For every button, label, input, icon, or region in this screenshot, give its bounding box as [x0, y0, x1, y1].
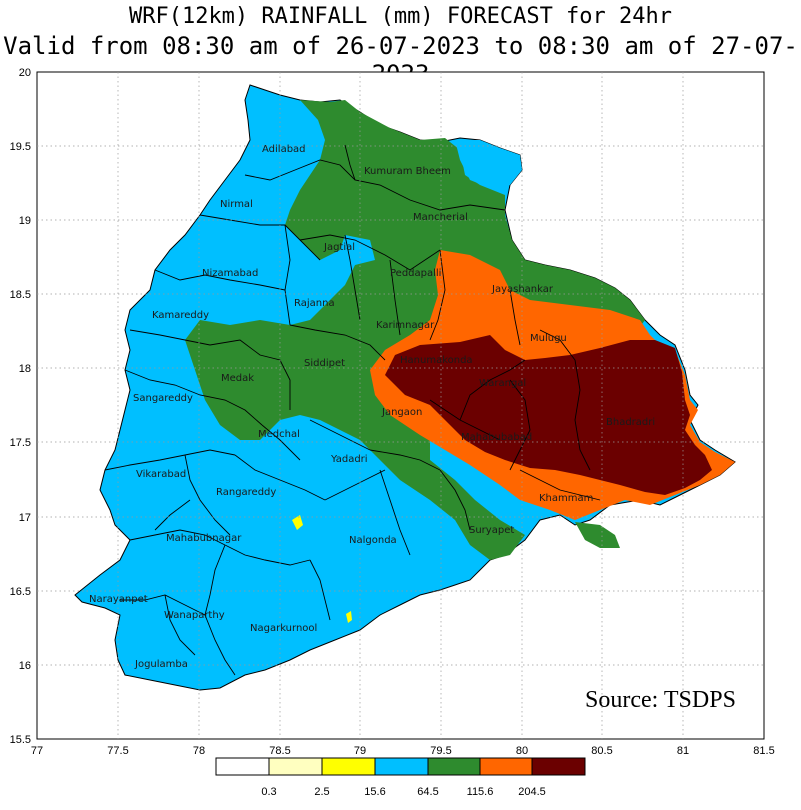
legend-threshold: 204.5	[518, 786, 546, 798]
x-tick: 77.5	[107, 745, 128, 757]
district-label: Karimnagar	[376, 320, 435, 331]
legend-swatch	[268, 757, 323, 776]
legend-swatch	[321, 757, 376, 776]
district-label: Suryapet	[469, 525, 514, 536]
x-tick: 81.5	[753, 745, 774, 757]
y-tick: 18.5	[10, 289, 31, 301]
legend-threshold: 115.6	[467, 786, 494, 798]
district-label: Hanumakonda	[400, 355, 473, 366]
grid-lines	[37, 72, 764, 739]
x-tick: 78	[193, 745, 205, 757]
map-subtitle: Valid from 08:30 am of 26-07-2023 to 08:…	[3, 32, 798, 88]
x-tick: 79	[354, 745, 366, 757]
x-tick: 77	[31, 745, 43, 757]
district-label: Kamareddy	[152, 310, 209, 321]
color-legend: 0.3 2.5 15.6 64.5 115.6 204.5	[215, 757, 586, 798]
district-label: Rajanna	[294, 298, 335, 309]
legend-threshold: 15.6	[364, 786, 385, 798]
rain-spot-yellow-2	[346, 611, 352, 623]
district-label: Yadadri	[330, 454, 368, 465]
y-tick: 16	[19, 660, 31, 672]
district-label: Jagtial	[323, 242, 355, 253]
rain-zone-green	[185, 100, 645, 560]
y-tick: 19	[19, 215, 31, 227]
district-label: Nizamabad	[202, 268, 258, 279]
source-credit: Source: TSDPS	[585, 687, 736, 713]
district-label: Warangal	[479, 378, 526, 389]
district-label: Adilabad	[262, 144, 306, 155]
district-label: Medak	[221, 373, 254, 384]
x-tick: 78.5	[269, 745, 290, 757]
district-label: Nalgonda	[349, 535, 397, 546]
district-label: Mancherial	[413, 212, 468, 223]
y-tick: 17	[19, 512, 31, 524]
legend-swatch	[374, 757, 429, 776]
district-label: Jayashankar	[491, 284, 554, 295]
district-labels: Adilabad Kumuram Bheem Nirmal Mancherial…	[89, 144, 655, 670]
y-tick: 16.5	[10, 586, 31, 598]
district-label: Jogulamba	[134, 659, 188, 670]
y-tick: 20	[19, 67, 31, 79]
district-label: Sangareddy	[133, 393, 193, 404]
x-tick: 80	[516, 745, 528, 757]
legend-threshold: 64.5	[417, 786, 438, 798]
district-label: Rangareddy	[216, 487, 276, 498]
district-label: Peddapalli	[390, 268, 441, 279]
y-tick: 19.5	[10, 141, 31, 153]
rain-spot-yellow-1	[292, 515, 303, 530]
y-tick: 15.5	[10, 734, 31, 746]
x-tick: 80.5	[591, 745, 612, 757]
map-title: WRF(12km) RAINFALL (mm) FORECAST for 24h…	[128, 4, 673, 29]
rain-zone-green-small	[575, 522, 620, 548]
legend-swatch	[427, 757, 481, 776]
district-label: Medchal	[258, 429, 300, 440]
y-axis-ticks: 20 19.5 19 18.5 18 17.5 17 16.5 16 15.5	[10, 67, 31, 746]
legend-threshold: 0.3	[261, 786, 276, 798]
legend-swatch	[479, 757, 533, 776]
district-boundaries	[104, 144, 601, 676]
x-axis-ticks: 77 77.5 78 78.5 79 79.5 80 80.5 81 81.5	[31, 745, 775, 757]
district-label: Mahabubabad	[461, 432, 532, 443]
x-tick: 79.5	[430, 745, 451, 757]
district-label: Vikarabad	[136, 469, 186, 480]
district-label: Mulugu	[530, 333, 567, 344]
district-label: Khammam	[539, 493, 593, 504]
district-label: Siddipet	[304, 358, 345, 369]
district-label: Bhadradri	[606, 417, 655, 428]
legend-swatch	[531, 757, 586, 776]
district-label: Jangaon	[381, 407, 422, 418]
district-label: Kumuram Bheem	[364, 166, 451, 177]
district-label: Nagarkurnool	[250, 623, 317, 634]
y-tick: 18	[19, 363, 31, 375]
legend-threshold: 2.5	[314, 786, 329, 798]
district-label: Nirmal	[220, 199, 253, 210]
district-label: Wanaparthy	[164, 610, 225, 621]
rain-zone-dark-red	[385, 335, 712, 495]
district-label: Narayanpet	[89, 594, 148, 605]
x-tick: 81	[677, 745, 689, 757]
legend-swatch	[215, 757, 270, 776]
y-tick: 17.5	[10, 437, 31, 449]
district-label: Mahabubnagar	[166, 533, 242, 544]
rain-zone-cyan-ne	[455, 140, 522, 190]
